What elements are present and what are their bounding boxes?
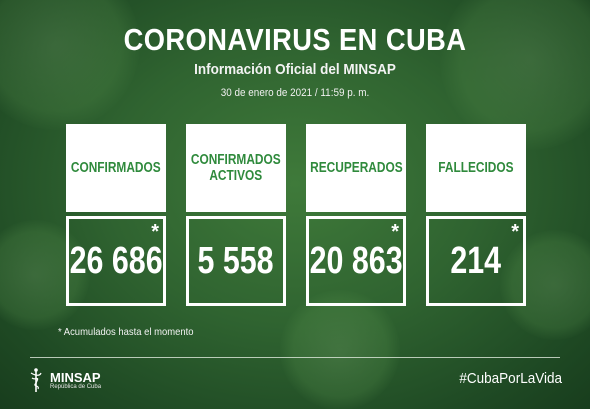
card-header: CONFIRMADOS [66, 124, 166, 212]
virus-background-shape [500, 230, 590, 340]
card-value: 26 686 [69, 239, 163, 282]
card-value: 214 [450, 239, 502, 282]
footer-divider [30, 357, 560, 358]
card-recuperados: RECUPERADOS 20 863 * [306, 124, 406, 306]
card-value-box: 20 863 * [306, 216, 406, 306]
caduceus-icon [30, 368, 42, 392]
card-header: FALLECIDOS [426, 124, 526, 212]
card-fallecidos: FALLECIDOS 214 * [426, 124, 526, 306]
logo-name: MINSAP [50, 369, 101, 385]
card-value-box: 214 * [426, 216, 526, 306]
card-label: RECUPERADOS [309, 160, 403, 176]
virus-background-shape [0, 220, 90, 330]
footnote: * Acumulados hasta el momento [58, 326, 194, 338]
page-title: CORONAVIRUS EN CUBA [123, 22, 467, 57]
header: CORONAVIRUS EN CUBA Información Oficial … [0, 22, 590, 99]
stats-cards: CONFIRMADOS 26 686 * CONFIRMADOS ACTIVOS… [66, 124, 526, 306]
page-subtitle: Información Oficial del MINSAP [194, 61, 396, 78]
logo-subtitle: República de Cuba [50, 383, 102, 390]
card-confirmados-activos: CONFIRMADOS ACTIVOS 5 558 [186, 124, 286, 306]
hashtag: #CubaPorLaVida [459, 370, 562, 387]
card-label: CONFIRMADOS ACTIVOS [191, 152, 281, 184]
card-value-box: 26 686 * [66, 216, 166, 306]
report-date: 30 de enero de 2021 / 11:59 p. m. [220, 87, 370, 99]
card-header: RECUPERADOS [306, 124, 406, 212]
card-value-box: 5 558 [186, 216, 286, 306]
card-header: CONFIRMADOS ACTIVOS [186, 124, 286, 212]
card-label: CONFIRMADOS [71, 160, 161, 176]
virus-background-shape [280, 290, 400, 409]
card-confirmados: CONFIRMADOS 26 686 * [66, 124, 166, 306]
card-value: 20 863 [309, 239, 403, 282]
minsap-logo: MINSAP República de Cuba [26, 367, 101, 393]
asterisk-mark: * [151, 221, 159, 243]
card-value: 5 558 [197, 239, 275, 282]
asterisk-mark: * [511, 221, 519, 243]
asterisk-mark: * [391, 221, 399, 243]
card-label: FALLECIDOS [438, 160, 514, 176]
